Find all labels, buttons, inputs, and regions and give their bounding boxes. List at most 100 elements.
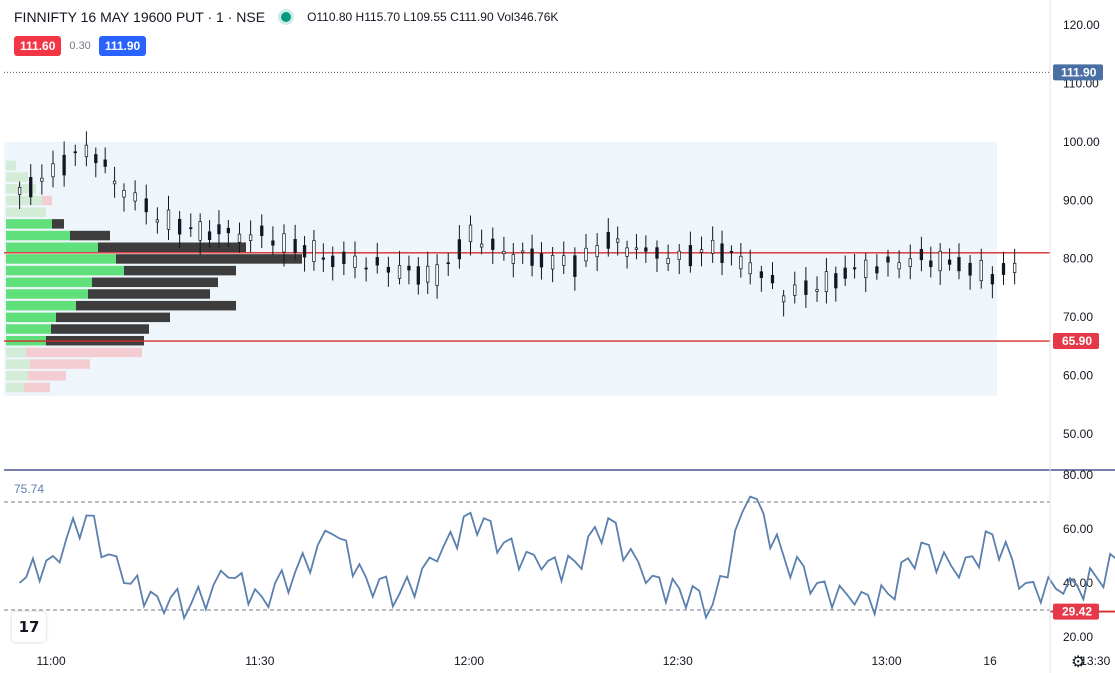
rsi-value-label: 75.74 — [14, 482, 45, 496]
candle-body — [990, 274, 995, 285]
candle-body — [655, 247, 659, 259]
level-label-box — [1053, 333, 1099, 350]
candle-body — [550, 255, 555, 270]
last-price-label: 111.90 — [1061, 65, 1097, 79]
volume-profile-bar — [51, 324, 149, 334]
candle-body — [897, 262, 901, 270]
volume-profile-bar — [6, 172, 28, 182]
price-axis-tick: 70.00 — [1063, 310, 1093, 324]
candle-body — [947, 259, 952, 265]
volume-profile-bar — [116, 254, 302, 264]
candle-body — [957, 257, 961, 272]
volume-profile-bar — [42, 195, 52, 206]
buy-button[interactable]: 111.90 — [98, 36, 147, 56]
volume-profile-bar — [6, 382, 24, 393]
candle-body — [226, 227, 231, 234]
rsi-axis-tick: 20.00 — [1063, 630, 1093, 644]
time-axis-tick: 13:30 — [1080, 654, 1110, 668]
candle-body — [919, 248, 924, 261]
candle-body — [84, 144, 89, 158]
volume-profile-bar — [6, 230, 70, 241]
candle-body — [375, 257, 379, 266]
candle-body — [293, 239, 297, 253]
candle-body — [886, 256, 890, 263]
volume-profile-bar — [6, 254, 116, 264]
price-axis-tick: 60.00 — [1063, 369, 1093, 383]
candle-body — [720, 243, 724, 263]
candle-body — [426, 265, 430, 283]
candle-body — [397, 265, 402, 279]
candle-body — [770, 275, 775, 284]
candle-body — [457, 239, 462, 260]
candle-body — [644, 247, 648, 252]
candle-body — [446, 262, 450, 265]
time-axis-tick: 12:30 — [663, 654, 693, 668]
candle-body — [491, 238, 495, 250]
time-axis-tick: 16 — [983, 654, 997, 668]
volume-profile-bar — [6, 219, 52, 229]
candle-body — [435, 264, 439, 286]
volume-profile-bar — [70, 230, 110, 241]
volume-profile-bar — [26, 347, 142, 358]
candle-body — [321, 257, 325, 260]
candle-body — [804, 280, 808, 295]
price-axis-tick: 90.00 — [1063, 193, 1093, 207]
volume-profile-bar — [6, 195, 42, 206]
candle-body — [62, 154, 66, 176]
candle-body — [29, 177, 33, 198]
candles — [17, 131, 1017, 317]
rsi-line — [19, 495, 1115, 621]
candle-body — [634, 247, 639, 250]
volume-profile-bar — [28, 371, 66, 381]
candle-body — [666, 257, 670, 264]
settings-gear-icon[interactable]: ⚙ — [1071, 654, 1086, 671]
volume-profile-bar — [6, 359, 30, 369]
volume-profile-bar — [6, 265, 124, 276]
volume-profile-bar — [92, 277, 218, 288]
sell-button[interactable]: 111.60 — [14, 36, 62, 56]
candle-body — [815, 289, 819, 292]
candle-body — [979, 260, 983, 282]
candle-body — [177, 218, 182, 235]
price-axis-tick: 50.00 — [1063, 427, 1093, 441]
candle-body — [781, 295, 786, 303]
candle-body — [521, 250, 525, 253]
candle-body — [17, 187, 22, 195]
candle-body — [852, 267, 857, 270]
candle-body — [237, 233, 242, 243]
rsi-level-label: 29.42 — [1062, 605, 1092, 619]
candle-body — [710, 239, 715, 254]
candle-body — [584, 247, 588, 262]
status-dot-icon — [281, 12, 292, 22]
last-price-box — [1053, 64, 1103, 81]
tradingview-logo-icon[interactable]: 17 — [12, 612, 46, 642]
candle-body — [843, 267, 847, 279]
volume-profile-bar — [24, 382, 50, 393]
candle-body — [688, 245, 693, 267]
candle-body — [539, 253, 544, 268]
candle-body — [302, 245, 307, 258]
level-label: 65.90 — [1062, 334, 1092, 348]
candle-body — [468, 224, 473, 243]
volume-profile-bar — [6, 347, 26, 358]
time-axis-tick: 11:30 — [245, 654, 274, 668]
candle-body — [166, 209, 171, 230]
candle-body — [386, 266, 391, 273]
candle-body — [834, 273, 838, 289]
volume-profile-bar — [6, 207, 46, 217]
symbol-title[interactable]: FINNIFTY 16 MAY 19600 PUT · 1 · NSE — [14, 9, 266, 25]
candle-body — [40, 177, 44, 182]
volume-profile-bar — [30, 359, 90, 369]
candle-body — [271, 240, 275, 246]
candle-body — [824, 271, 829, 293]
ohlc-values: O110.80 H115.70 L109.55 C111.90 Vol346.7… — [307, 10, 559, 24]
candle-body — [407, 265, 411, 271]
candle-body — [625, 247, 629, 257]
candle-body — [122, 190, 126, 198]
price-axis-tick: 120.00 — [1063, 18, 1100, 32]
price-axis-tick: 100.00 — [1063, 135, 1100, 149]
candle-body — [1012, 262, 1017, 273]
candle-body — [908, 258, 912, 267]
volume-profile-bar — [6, 371, 28, 381]
